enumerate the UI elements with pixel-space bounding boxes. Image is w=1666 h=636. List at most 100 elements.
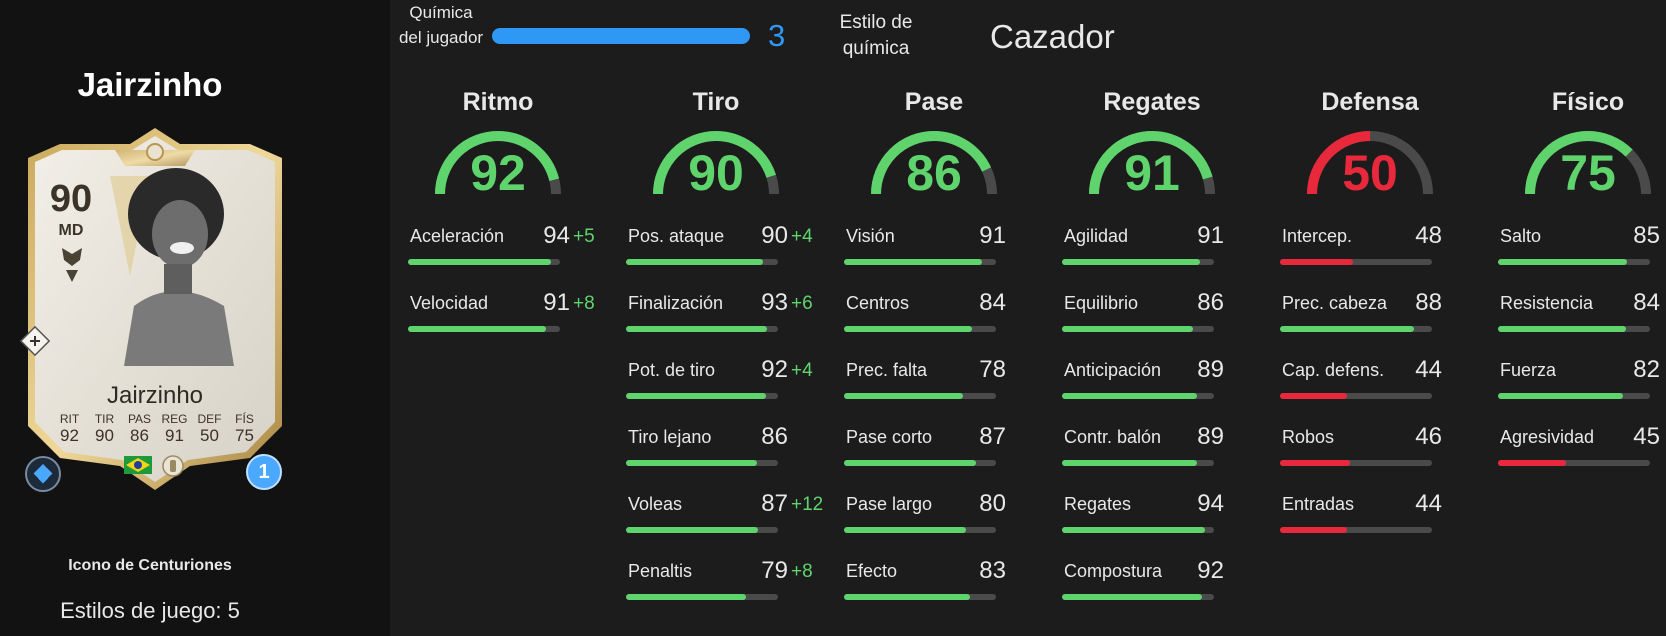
stat-bar [844,594,996,600]
card-position: MD [58,222,84,239]
stat-row[interactable]: Intercep. 48 [1280,222,1470,289]
stat-column-title: Regates [1103,88,1201,116]
stat-name: Salto [1500,226,1542,246]
card-stat: REG 91 [161,412,188,445]
stat-boost: +5 [573,226,595,247]
stat-bar [1280,460,1432,466]
stat-row[interactable]: Velocidad 91 +8 [408,289,598,356]
stat-row[interactable]: Compostura 92 [1062,557,1252,624]
stat-bar-fill [1498,393,1623,399]
stat-row[interactable]: Pase largo 80 [844,490,1034,557]
stat-name: Entradas [1282,494,1355,514]
chemistry-style-value[interactable]: Cazador [990,18,1115,55]
stat-bar-fill [1062,527,1205,533]
stat-gauge: 50 [1280,124,1460,201]
stat-column-title: Pase [904,88,964,116]
stat-row[interactable]: Pot. de tiro 92 +4 [626,356,816,423]
stat-value: 91 [543,289,570,316]
stat-value: 87 [979,423,1006,450]
stat-name: Regates [1064,494,1132,514]
stat-bar [844,326,996,332]
stat-bar [626,594,778,600]
stat-row[interactable]: Fuerza 82 [1498,356,1666,423]
stat-row[interactable]: Penaltis 79 +8 [626,557,816,624]
stat-row[interactable]: Aceleración 94 +5 [408,222,598,289]
stat-name: Velocidad [410,293,489,313]
gauge-arc [1307,131,1433,195]
card-stat: FÍS 75 [235,412,254,445]
stat-value: 89 [1197,356,1224,383]
stat-bar-fill [844,594,971,600]
stat-rows: Agilidad 91 Equilibrio 86 Anticipación 89 Cont… [1062,222,1252,624]
stat-gauge: 91 [1062,124,1242,201]
stat-row[interactable]: Equilibrio 86 [1062,289,1252,356]
stat-row[interactable]: Voleas 87 +12 [626,490,823,557]
stat-row[interactable]: Anticipación 89 [1062,356,1252,423]
stat-bar [1280,326,1432,332]
icon-emblem-icon [62,248,82,282]
stat-name: Aceleración [410,226,505,246]
stat-value: 94 [543,222,570,249]
stat-row[interactable]: Pos. ataque 90 +4 [626,222,816,289]
stat-row[interactable]: Resistencia 84 [1498,289,1666,356]
stat-row[interactable]: Prec. falta 78 [844,356,1034,423]
stat-row[interactable]: Cap. defens. 44 [1280,356,1470,423]
stat-boost: +4 [791,226,813,247]
stat-bar [1062,460,1214,466]
stat-column-ritmo: Ritmo 92 Aceleración 94 +5 Velocidad 91 +8 [408,88,598,356]
stat-bar-fill [1498,259,1628,265]
stat-row[interactable]: Efecto 83 [844,557,1034,624]
stat-row[interactable]: Contr. balón 89 [1062,423,1252,490]
stat-column-title: Tiro [692,88,740,116]
stat-bar-fill [1062,594,1202,600]
stat-bar-fill [1062,393,1198,399]
stat-bar-fill [626,460,757,466]
stat-name: Contr. balón [1064,427,1162,447]
stat-bar-fill [1498,460,1567,466]
stat-row[interactable]: Finalización 93 +6 [626,289,816,356]
stat-value: 79 [761,557,788,584]
stat-value: 91 [979,222,1006,249]
stat-row[interactable]: Robos 46 [1280,423,1470,490]
stat-bar-fill [1280,460,1350,466]
stat-row[interactable]: Visión 91 [844,222,1034,289]
stat-value: 82 [1633,356,1660,383]
stat-name: Agresividad [1500,427,1595,447]
stat-gauge-value: 90 [688,145,744,201]
stat-row[interactable]: Agresividad 45 [1498,423,1666,490]
stat-gauge-value: 50 [1342,145,1398,201]
stat-rows: Intercep. 48 Prec. cabeza 88 Cap. defens. 44 R… [1280,222,1470,557]
stat-name: Fuerza [1500,360,1557,380]
stat-row[interactable]: Salto 85 [1498,222,1666,289]
stat-bar-fill [408,259,551,265]
stat-bar [1062,527,1214,533]
card-player-name: Jairzinho [106,382,204,409]
stat-bar [1280,393,1432,399]
stat-gauge-value: 91 [1124,145,1180,201]
playstyles-count[interactable]: Estilos de juego: 5 [60,598,240,623]
stat-row[interactable]: Entradas 44 [1280,490,1470,557]
stat-rows: Pos. ataque 90 +4 Finalización 93 +6 Pot. de t… [626,222,823,624]
stat-column-físico: Físico 75 Salto 85 Resistencia 84 Fuerza 82 Agre… [1498,88,1666,490]
stat-row[interactable]: Regates 94 [1062,490,1252,557]
stat-boost: +8 [573,293,595,314]
stat-row[interactable]: Agilidad 91 [1062,222,1252,289]
stat-row[interactable]: Tiro lejano 86 [626,423,816,490]
stat-name: Efecto [846,561,898,581]
stat-name: Prec. cabeza [1282,293,1388,313]
stat-boost: +4 [791,360,813,381]
playstyle-side-icon [20,326,50,356]
stat-row[interactable]: Centros 84 [844,289,1034,356]
stat-name: Compostura [1064,561,1163,581]
player-card[interactable]: 90 MD Jairzinho RIT 92 TIR 90 PAS 86 REG 91 … [20,126,290,492]
stat-rows: Salto 85 Resistencia 84 Fuerza 82 Agresividad 4… [1498,222,1666,490]
stat-bar-fill [844,393,963,399]
stat-row[interactable]: Prec. cabeza 88 [1280,289,1470,356]
stat-value: 88 [1415,289,1442,316]
stat-row[interactable]: Pase corto 87 [844,423,1034,490]
stat-bar-fill [844,527,966,533]
stat-bar-fill [626,594,747,600]
stat-value: 89 [1197,423,1224,450]
stat-name: Visión [846,226,895,246]
gauge-arc [653,131,779,195]
